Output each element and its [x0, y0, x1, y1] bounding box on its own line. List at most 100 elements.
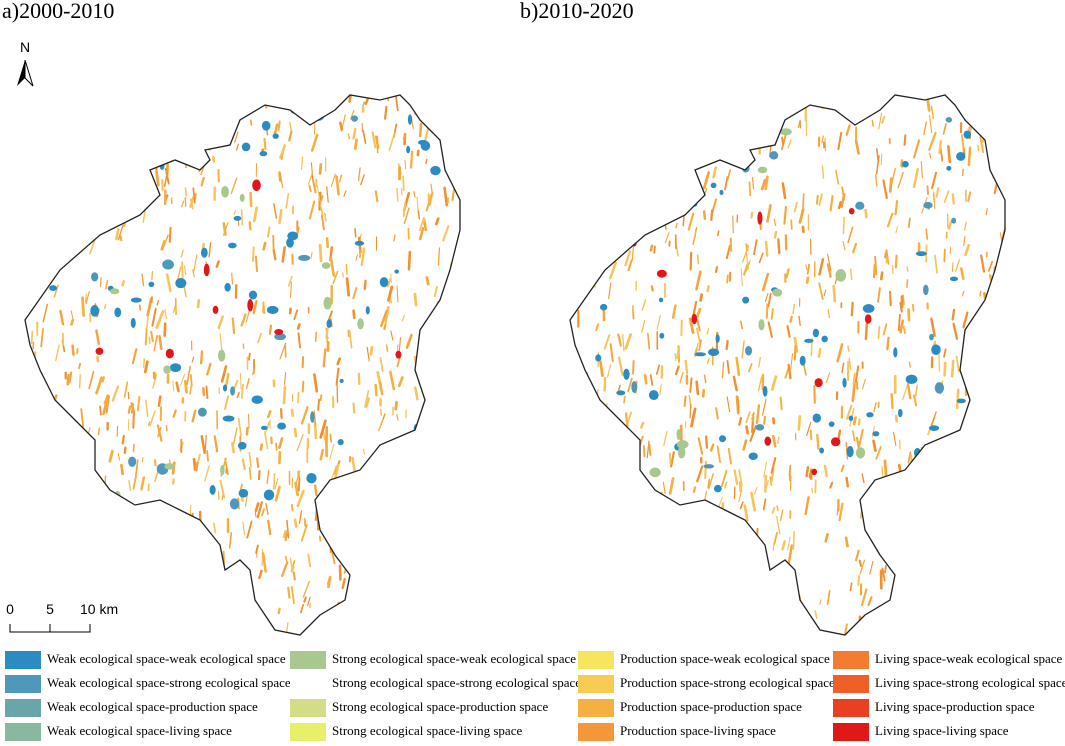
water-patch: [339, 378, 344, 383]
urban-patch: [656, 269, 667, 278]
land-patch: [95, 329, 100, 345]
land-patch: [932, 489, 937, 502]
land-patch: [1003, 548, 1005, 561]
land-patch: [943, 348, 947, 358]
land-patch: [63, 221, 67, 238]
land-patch: [821, 95, 826, 110]
legend-label: Weak ecological space-living space: [47, 723, 232, 738]
land-patch: [623, 243, 626, 251]
land-patch: [450, 606, 455, 624]
land-patch: [268, 324, 273, 335]
land-patch: [580, 564, 585, 585]
land-patch: [123, 446, 127, 454]
land-patch: [158, 335, 163, 351]
land-patch: [109, 524, 116, 539]
land-patch: [575, 446, 579, 455]
land-patch: [163, 175, 168, 188]
land-patch: [806, 421, 812, 437]
land-patch: [307, 173, 313, 185]
land-patch: [191, 95, 196, 98]
land-patch: [767, 129, 770, 139]
land-patch: [86, 524, 91, 542]
land-patch: [394, 570, 398, 581]
land-patch: [758, 252, 764, 264]
land-patch: [631, 516, 638, 529]
land-patch: [851, 382, 856, 403]
land-patch: [172, 409, 177, 418]
land-patch: [339, 174, 343, 183]
land-patch: [412, 95, 420, 99]
land-patch: [261, 508, 265, 517]
legend-label: Weak ecological space-weak ecological sp…: [47, 651, 286, 666]
land-patch: [409, 588, 413, 599]
land-patch: [284, 372, 287, 385]
water-patch: [828, 421, 835, 427]
land-patch: [731, 545, 736, 564]
land-patch: [208, 131, 216, 151]
land-patch: [653, 128, 657, 142]
water-patch: [812, 328, 820, 338]
water-patch: [266, 305, 279, 314]
land-patch: [990, 457, 995, 475]
land-patch: [68, 371, 73, 384]
land-patch: [914, 582, 919, 592]
land-patch: [951, 308, 956, 321]
land-patch: [861, 473, 865, 484]
land-patch: [985, 208, 988, 216]
land-patch: [402, 490, 407, 507]
land-patch: [935, 187, 940, 198]
land-patch: [621, 598, 626, 612]
land-patch: [255, 544, 259, 554]
land-patch: [407, 523, 410, 532]
land-patch: [100, 142, 103, 150]
land-patch: [928, 131, 937, 151]
land-patch: [743, 504, 749, 522]
legend-swatch: [5, 651, 41, 669]
land-patch: [588, 530, 594, 547]
land-patch: [431, 441, 437, 461]
land-patch: [907, 217, 911, 229]
land-patch: [205, 385, 209, 400]
land-patch: [424, 550, 427, 562]
land-patch: [951, 526, 955, 543]
land-patch: [769, 468, 775, 486]
land-patch: [132, 475, 137, 490]
land-patch: [130, 402, 135, 413]
water-patch: [923, 284, 929, 296]
land-patch: [912, 394, 918, 407]
land-patch: [804, 496, 810, 516]
land-patch: [881, 466, 884, 480]
land-patch: [837, 95, 842, 107]
water-patch: [365, 306, 370, 315]
land-patch: [168, 226, 172, 243]
land-patch: [262, 241, 267, 251]
land-patch: [952, 322, 959, 340]
land-patch: [662, 106, 667, 122]
green-patch: [779, 128, 792, 136]
water-patch: [956, 398, 966, 404]
land-patch: [300, 524, 308, 542]
land-patch: [236, 391, 240, 399]
land-patch: [707, 478, 711, 489]
land-patch: [89, 560, 93, 574]
land-patch: [298, 100, 303, 111]
land-patch: [929, 576, 934, 590]
land-patch: [821, 135, 824, 143]
land-patch: [854, 365, 860, 383]
land-patch: [204, 464, 210, 482]
land-patch: [714, 558, 719, 569]
legend-swatch: [5, 723, 41, 741]
land-patch: [916, 503, 920, 518]
land-patch: [888, 177, 893, 193]
land-patch: [570, 571, 577, 588]
land-patch: [721, 361, 725, 379]
land-patch: [329, 620, 334, 630]
water-patch: [762, 385, 768, 397]
land-patch: [368, 596, 372, 607]
land-patch: [344, 550, 350, 565]
land-patch: [430, 585, 435, 597]
land-patch: [90, 195, 96, 206]
land-patch: [371, 618, 378, 631]
land-patch: [156, 300, 160, 306]
land-patch: [322, 431, 326, 441]
